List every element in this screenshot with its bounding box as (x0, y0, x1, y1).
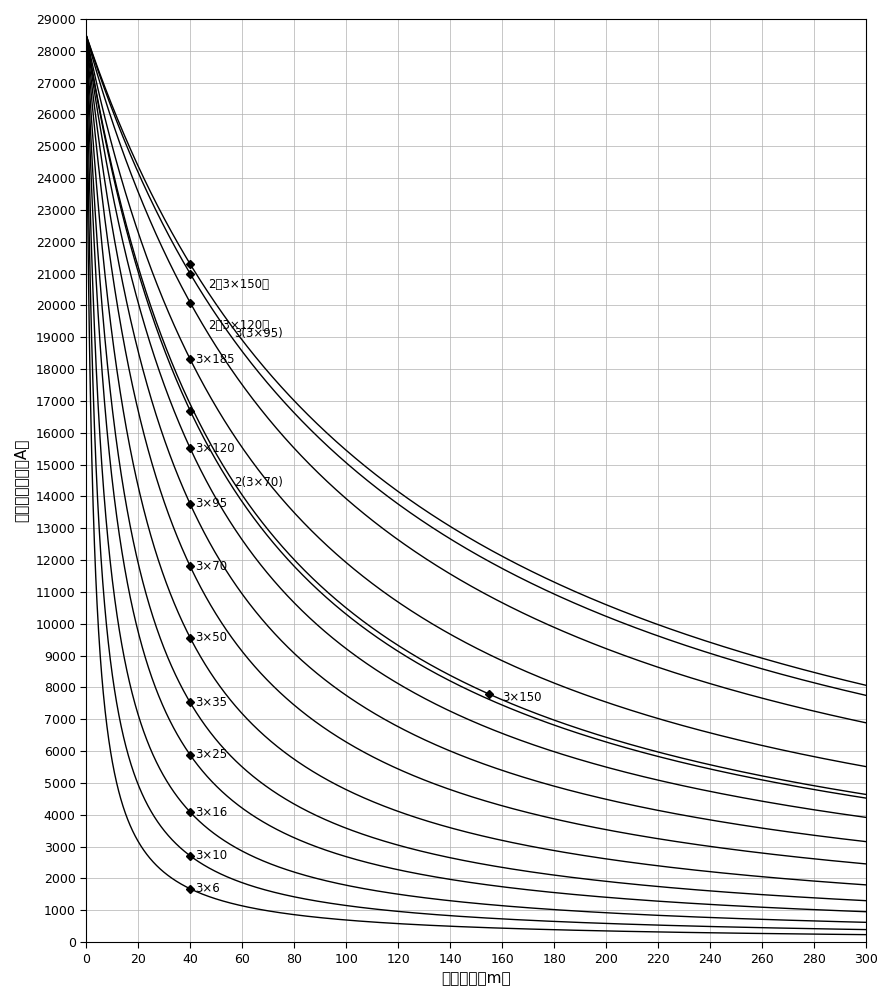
Text: 3×150: 3×150 (502, 691, 541, 704)
Text: 2(3×70): 2(3×70) (235, 476, 283, 489)
Text: 3×6: 3×6 (195, 882, 220, 895)
Text: 3×10: 3×10 (195, 849, 227, 862)
Text: 3×35: 3×35 (195, 696, 227, 709)
Text: 3×16: 3×16 (195, 806, 227, 819)
Text: 2（3×120）: 2（3×120） (209, 319, 269, 332)
Text: 3×120: 3×120 (195, 442, 235, 455)
Y-axis label: 三相短路电流（A）: 三相短路电流（A） (14, 439, 29, 522)
Text: 3×185: 3×185 (195, 353, 235, 366)
Text: 3(3×95): 3(3×95) (235, 327, 283, 340)
X-axis label: 电缆长度（m）: 电缆长度（m） (442, 971, 511, 986)
Text: 3×70: 3×70 (195, 560, 227, 573)
Text: 2（3×150）: 2（3×150） (209, 278, 269, 291)
Text: 3×50: 3×50 (195, 631, 227, 644)
Text: 3×95: 3×95 (195, 497, 227, 510)
Text: 3×25: 3×25 (195, 748, 227, 761)
